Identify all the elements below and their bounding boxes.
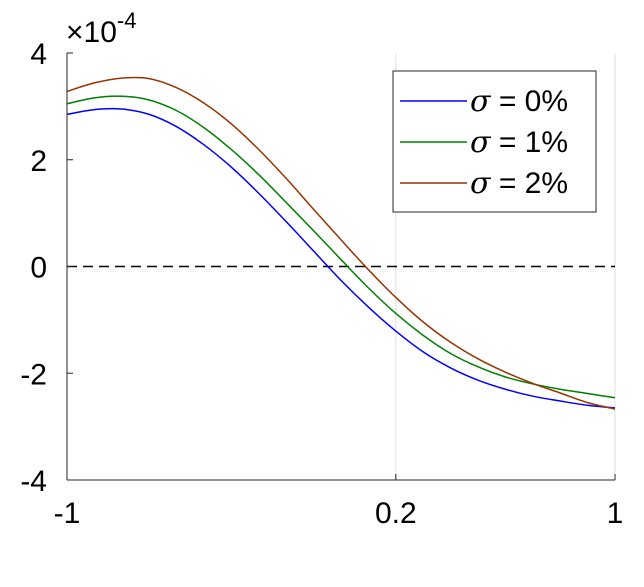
- y-multiplier-label: ×10-4: [66, 8, 136, 49]
- y-multiplier-base: ×10: [66, 16, 117, 49]
- y-tick-label-3: 2: [30, 145, 47, 178]
- legend-value-0: = 0%: [490, 85, 568, 118]
- y-tick-label-0: -4: [20, 465, 47, 498]
- legend-label-1: σ = 1%: [470, 125, 568, 160]
- tick-layer: -1 0.2 1 -4 -2 0 2 4: [20, 38, 623, 530]
- legend-label-2: σ = 2%: [470, 166, 568, 201]
- legend-label-0: σ = 0%: [470, 84, 568, 119]
- y-multiplier-exponent: -4: [117, 8, 137, 33]
- y-tick-label-4: 4: [30, 38, 47, 71]
- series-line-1: [66, 95, 616, 399]
- legend-value-1: = 1%: [490, 126, 568, 159]
- y-tick-label-2: 0: [30, 252, 47, 285]
- y-tick-label-1: -2: [20, 358, 47, 391]
- series-line-0: [66, 107, 616, 409]
- legend-value-2: = 2%: [490, 167, 568, 200]
- series-line-2: [66, 76, 616, 410]
- legend-sigma-1: σ: [470, 125, 492, 160]
- x-tick-label-2: 1: [607, 497, 624, 530]
- legend: σ = 0%σ = 1%σ = 2%: [392, 70, 597, 213]
- legend-sigma-0: σ: [470, 84, 492, 119]
- x-tick-label-1: 0.2: [375, 497, 417, 530]
- series-layer: [66, 76, 616, 410]
- x-tick-label-0: -1: [54, 497, 81, 530]
- legend-sigma-2: σ: [470, 166, 492, 201]
